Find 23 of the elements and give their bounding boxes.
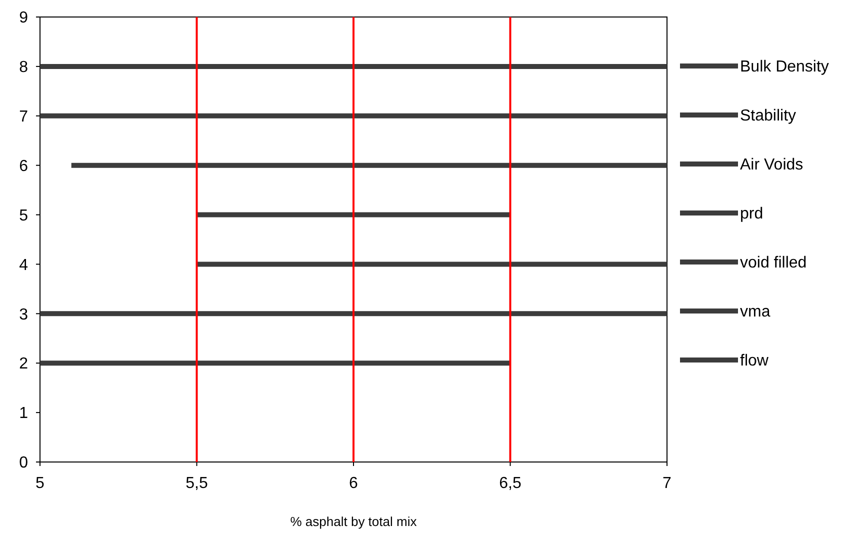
y-tick-label: 5 <box>19 207 28 224</box>
legend-label: Bulk Density <box>740 58 829 76</box>
legend-label: void filled <box>740 254 807 272</box>
legend-label: Air Voids <box>740 156 804 174</box>
y-tick-label: 8 <box>19 59 28 76</box>
y-tick-label: 6 <box>19 158 28 175</box>
y-tick-label: 3 <box>19 306 28 324</box>
y-tick-label: 1 <box>19 405 28 422</box>
y-tick-label: 0 <box>19 454 28 472</box>
x-tick-label: 6,5 <box>499 475 522 492</box>
x-axis-title: % asphalt by total mix <box>290 514 418 529</box>
legend-label: flow <box>740 352 769 370</box>
x-tick-label: 5 <box>36 475 45 492</box>
legend-label: Stability <box>740 108 796 125</box>
y-tick-label: 2 <box>19 356 28 373</box>
x-tick-label: 7 <box>662 475 672 492</box>
x-tick-label: 6 <box>349 475 358 492</box>
y-tick-label: 9 <box>19 10 28 27</box>
y-tick-label: 4 <box>19 256 28 274</box>
legend-label: prd <box>740 206 764 223</box>
x-tick-label: 5,5 <box>186 475 208 492</box>
y-tick-label: 7 <box>19 108 28 126</box>
legend-label: vma <box>740 304 770 321</box>
